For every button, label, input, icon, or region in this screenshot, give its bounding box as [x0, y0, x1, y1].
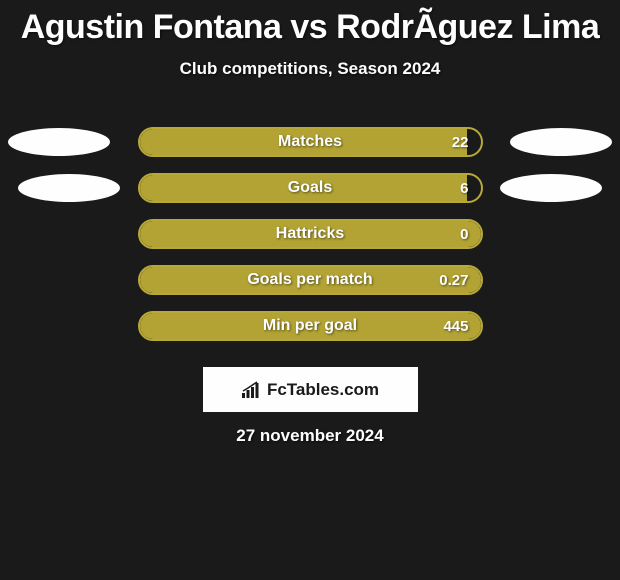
- player-oval-right: [510, 128, 612, 156]
- stat-row: Hattricks 0: [0, 211, 620, 257]
- stat-bar: Matches 22: [138, 127, 483, 157]
- stat-bar: Hattricks 0: [138, 219, 483, 249]
- stat-label: Min per goal: [263, 317, 357, 335]
- stat-value: 445: [443, 318, 468, 335]
- stat-value: 6: [460, 180, 468, 197]
- stat-row: Goals per match 0.27: [0, 257, 620, 303]
- brand-badge[interactable]: FcTables.com: [203, 367, 418, 412]
- stat-value: 0: [460, 226, 468, 243]
- player-oval-right: [500, 174, 602, 202]
- brand-text: FcTables.com: [267, 380, 379, 400]
- stat-row: Goals 6: [0, 165, 620, 211]
- stat-value: 22: [452, 134, 469, 151]
- stat-value: 0.27: [439, 272, 468, 289]
- date-text: 27 november 2024: [0, 426, 620, 446]
- stats-list: Matches 22 Goals 6 Hattricks 0 Goals per match…: [0, 119, 620, 349]
- stat-bar: Goals 6: [138, 173, 483, 203]
- stat-bar: Goals per match 0.27: [138, 265, 483, 295]
- stat-label: Matches: [278, 133, 342, 151]
- subtitle: Club competitions, Season 2024: [0, 59, 620, 79]
- stat-label: Goals per match: [247, 271, 372, 289]
- stat-row: Matches 22: [0, 119, 620, 165]
- page-title: Agustin Fontana vs RodrÃ­guez Lima: [0, 8, 620, 47]
- chart-icon: [241, 381, 263, 399]
- stat-label: Goals: [288, 179, 332, 197]
- stat-bar: Min per goal 445: [138, 311, 483, 341]
- comparison-card: Agustin Fontana vs RodrÃ­guez Lima Club …: [0, 0, 620, 446]
- player-oval-left: [18, 174, 120, 202]
- stat-label: Hattricks: [276, 225, 344, 243]
- stat-row: Min per goal 445: [0, 303, 620, 349]
- player-oval-left: [8, 128, 110, 156]
